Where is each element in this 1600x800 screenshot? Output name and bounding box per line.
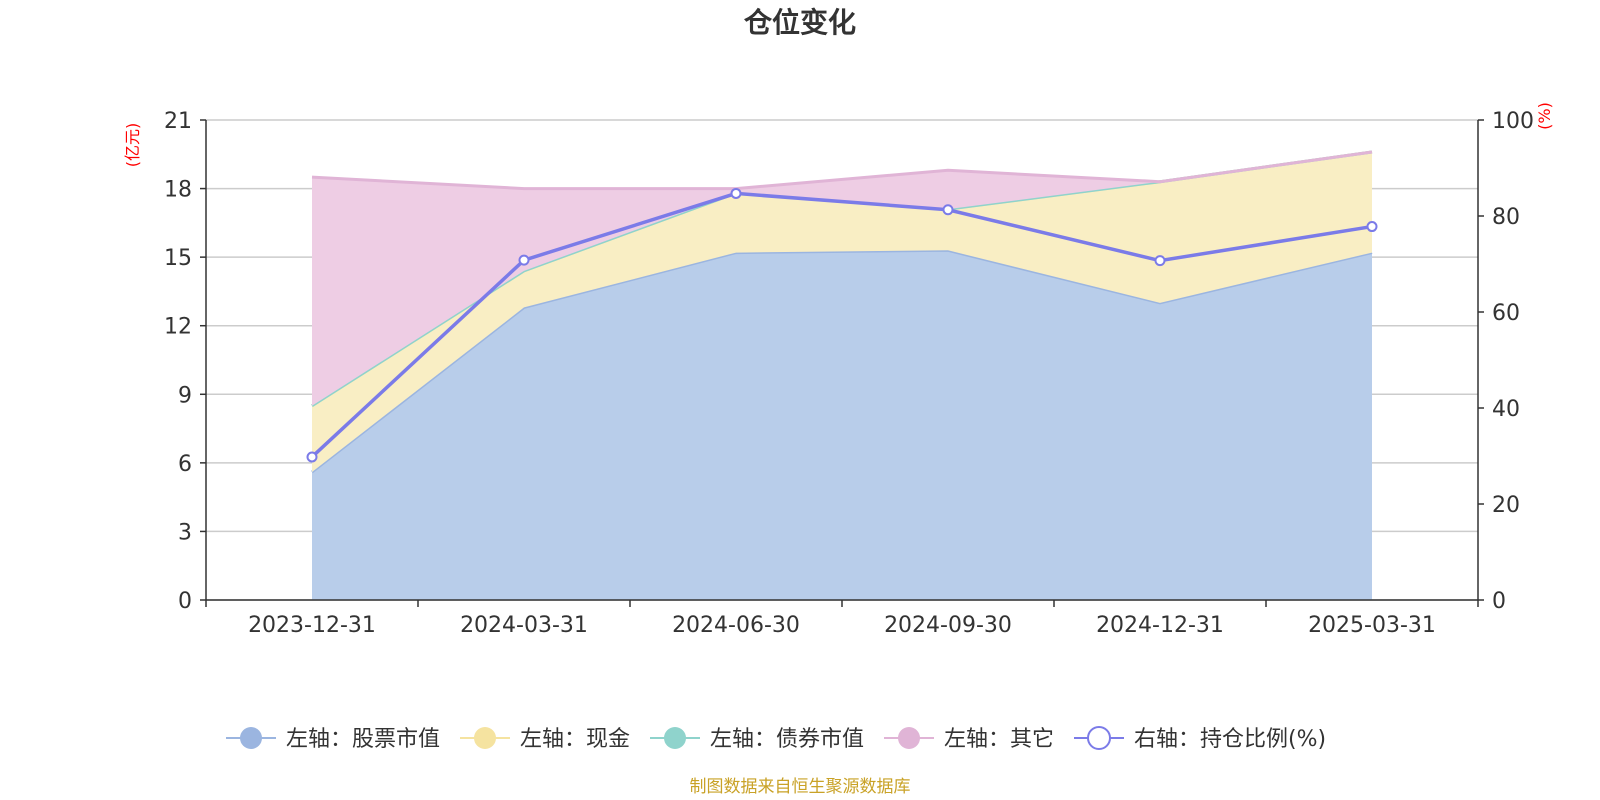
ratio-point — [518, 254, 530, 266]
legend-marker — [240, 727, 262, 749]
line-series — [306, 187, 1378, 463]
legend-label: 左轴：股票市值 — [286, 727, 440, 752]
area-fill — [312, 152, 1372, 472]
chart-title: 仓位变化 — [744, 6, 856, 39]
ratio-point — [306, 451, 318, 463]
legend-label: 左轴：债券市值 — [710, 727, 864, 752]
legend-label: 左轴：现金 — [520, 727, 630, 752]
legend-marker — [1087, 726, 1111, 750]
right-axis-tick-label: 40 — [1492, 397, 1520, 422]
legend-item: 右轴：持仓比例(%) — [1074, 726, 1326, 752]
right-axis-tick-label: 0 — [1492, 589, 1506, 614]
legend-marker — [898, 727, 920, 749]
legend-label: 右轴：持仓比例(%) — [1134, 727, 1326, 752]
left-axis-unit: (亿元) — [123, 123, 142, 168]
x-axis-tick-label: 2023-12-31 — [248, 613, 376, 638]
left-axis-tick-label: 12 — [164, 315, 192, 340]
legend-marker — [474, 727, 496, 749]
x-axis-tick-label: 2025-03-31 — [1308, 613, 1436, 638]
area-fill — [312, 250, 1372, 601]
right-axis-tick-label: 80 — [1492, 205, 1520, 230]
x-axis-tick-label: 2024-03-31 — [460, 613, 588, 638]
left-axis-tick-label: 6 — [178, 452, 192, 477]
left-axis-tick-label: 15 — [164, 246, 192, 271]
ratio-point — [1154, 255, 1166, 267]
ratio-point — [1366, 221, 1378, 233]
legend-item: 左轴：现金 — [460, 727, 630, 752]
legend-marker — [664, 727, 686, 749]
ratio-point — [730, 187, 742, 199]
left-axis-tick-label: 3 — [178, 520, 192, 545]
left-axis-tick-label: 0 — [178, 589, 192, 614]
right-axis-tick-label: 100 — [1492, 109, 1534, 134]
area-series — [311, 150, 1373, 601]
left-axis-tick-label: 18 — [164, 178, 192, 203]
right-axis-tick-label: 20 — [1492, 493, 1520, 518]
legend-label: 左轴：其它 — [944, 727, 1054, 752]
right-axis-tick-label: 60 — [1492, 301, 1520, 326]
left-axis-tick-label: 21 — [164, 109, 192, 134]
legend: 左轴：股票市值 左轴：现金 左轴：债券市值 左轴：其它 右轴：持仓比例(%) — [226, 726, 1326, 752]
axes: 0 3 6 9 12 15 18 21 0 20 40 60 80 100 2023-12-31 2024-0… — [164, 109, 1534, 638]
ratio-point — [942, 204, 954, 216]
right-axis-unit: (%) — [1535, 102, 1554, 130]
legend-item: 左轴：债券市值 — [650, 727, 864, 752]
area-top-line — [311, 150, 1373, 191]
area-fill — [312, 152, 1372, 406]
legend-item: 左轴：股票市值 — [226, 727, 440, 752]
data-source-note: 制图数据来自恒生聚源数据库 — [690, 777, 911, 797]
x-axis-tick-label: 2024-12-31 — [1096, 613, 1224, 638]
legend-item: 左轴：其它 — [884, 727, 1054, 752]
x-axis-tick-label: 2024-06-30 — [672, 613, 800, 638]
left-axis-tick-label: 9 — [178, 383, 192, 408]
x-axis-tick-label: 2024-09-30 — [884, 613, 1012, 638]
ratio-line — [310, 191, 1373, 459]
